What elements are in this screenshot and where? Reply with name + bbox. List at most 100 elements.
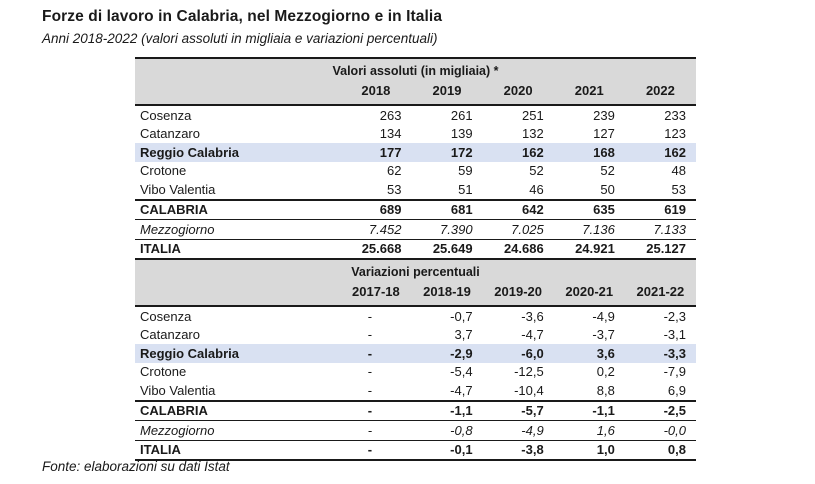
- row-label: Cosenza: [140, 107, 192, 123]
- cell-value: 53: [340, 180, 412, 201]
- cell-value: -5,4: [450, 364, 473, 379]
- column-header: 2017-18: [340, 280, 412, 307]
- cell-value: -2,5: [624, 400, 696, 421]
- cell-value: 263: [379, 107, 402, 123]
- table-row: CALABRIA - -1,1 -5,7 -1,1 -2,5: [135, 400, 696, 421]
- page-title: Forze di lavoro in Calabria, nel Mezzogi…: [42, 8, 443, 25]
- cell-value: -4,9: [482, 420, 554, 441]
- cell-value: 162: [482, 143, 554, 162]
- cell-value: -: [340, 344, 412, 363]
- column-header: 2020-21: [553, 280, 625, 307]
- column-header-row: 2017-18 2018-19 2019-20 2020-21 2021-22: [135, 280, 696, 307]
- cell-value: 7.452: [340, 219, 412, 240]
- cell-value: -0,7: [450, 308, 473, 324]
- cell-value: 52: [600, 163, 615, 178]
- cell-value: 0,2: [596, 364, 615, 379]
- source-note: Fonte: elaborazioni su dati Istat: [42, 459, 230, 474]
- cell-value: 162: [624, 143, 696, 162]
- table-row: Mezzogiorno - -0,8 -4,9 1,6 -0,0: [135, 420, 696, 441]
- cell-value: 25.649: [411, 239, 483, 260]
- table-row: Vibo Valentia - -4,7 -10,4 8,8 6,9: [135, 381, 696, 402]
- cell-value: 25.668: [340, 239, 412, 260]
- cell-value: 62: [386, 163, 402, 178]
- cell-value: -2,9: [411, 344, 483, 363]
- cell-value: 123: [664, 126, 686, 141]
- cell-value: -3,3: [624, 344, 696, 363]
- cell-value: 48: [671, 163, 686, 178]
- table-row: Crotone - -5,4 -12,5 0,2 -7,9: [135, 363, 696, 382]
- table-row: ITALIA 25.668 25.649 24.686 24.921 25.127: [135, 239, 696, 260]
- table-row: Reggio Calabria - -2,9 -6,0 3,6 -3,3: [135, 344, 696, 363]
- column-header: 2019: [411, 79, 483, 106]
- row-label: Crotone: [140, 163, 187, 178]
- cell-value: 233: [664, 107, 686, 123]
- column-header: 2021-22: [624, 280, 696, 307]
- cell-value: 689: [340, 199, 412, 220]
- row-label: ITALIA: [135, 440, 341, 461]
- cell-value: -0,8: [411, 420, 483, 441]
- corner-cell: [135, 79, 341, 106]
- row-label: Vibo Valentia: [135, 180, 341, 201]
- section-header-row: Variazioni percentuali: [135, 259, 696, 280]
- cell-value: 172: [411, 143, 483, 162]
- table-row: ITALIA - -0,1 -3,8 1,0 0,8: [135, 440, 696, 461]
- cell-value: 1,6: [553, 420, 625, 441]
- cell-value: -: [340, 400, 412, 421]
- cell-value: -4,9: [592, 308, 615, 324]
- table-body: Valori assoluti (in migliaia) * 2018 2019 2…: [135, 58, 696, 461]
- section-header-row: Valori assoluti (in migliaia) *: [135, 58, 696, 79]
- column-header: 2021: [553, 79, 625, 106]
- row-label: Reggio Calabria: [135, 344, 341, 363]
- cell-value: -5,7: [482, 400, 554, 421]
- cell-value: 168: [553, 143, 625, 162]
- cell-value: 635: [553, 199, 625, 220]
- cell-value: 3,6: [553, 344, 625, 363]
- cell-value: -: [340, 381, 412, 402]
- cell-value: 134: [379, 126, 402, 141]
- cell-value: 7.390: [411, 219, 483, 240]
- cell-value: 46: [482, 180, 554, 201]
- cell-value: 127: [593, 126, 615, 141]
- row-label: Catanzaro: [140, 327, 200, 342]
- cell-value: -: [340, 420, 412, 441]
- cell-value: -: [367, 364, 373, 379]
- row-label: CALABRIA: [135, 400, 341, 421]
- section-header-label: Variazioni percentuali: [135, 259, 696, 280]
- table-row: Reggio Calabria 177 172 162 168 162: [135, 143, 696, 162]
- row-label: Cosenza: [140, 308, 192, 324]
- row-label: Catanzaro: [140, 126, 200, 141]
- table-row: Cosenza 263 261 251 239 233: [135, 105, 696, 125]
- cell-value: -: [367, 308, 373, 324]
- cell-value: -: [340, 440, 412, 461]
- cell-value: -10,4: [482, 381, 554, 402]
- row-label: Crotone: [140, 364, 187, 379]
- cell-value: -3,8: [482, 440, 554, 461]
- cell-value: 177: [340, 143, 412, 162]
- cell-value: 24.686: [482, 239, 554, 260]
- row-label: CALABRIA: [135, 199, 341, 220]
- row-label: Mezzogiorno: [135, 219, 341, 240]
- row-label: Mezzogiorno: [135, 420, 341, 441]
- cell-value: -1,1: [411, 400, 483, 421]
- cell-value: 0,8: [624, 440, 696, 461]
- table-row: Cosenza - -0,7 -3,6 -4,9 -2,3: [135, 306, 696, 326]
- table-row: Vibo Valentia 53 51 46 50 53: [135, 180, 696, 201]
- row-label: ITALIA: [135, 239, 341, 260]
- cell-value: -0,0: [624, 420, 696, 441]
- column-header: 2022: [624, 79, 696, 106]
- corner-cell: [135, 280, 341, 307]
- table-row: Crotone 62 59 52 52 48: [135, 162, 696, 181]
- table-row: Mezzogiorno 7.452 7.390 7.025 7.136 7.133: [135, 219, 696, 240]
- cell-value: 7.133: [624, 219, 696, 240]
- cell-value: 24.921: [553, 239, 625, 260]
- cell-value: 25.127: [624, 239, 696, 260]
- cell-value: 7.136: [553, 219, 625, 240]
- cell-value: 139: [450, 126, 473, 141]
- section-header-label: Valori assoluti (in migliaia) *: [135, 58, 696, 79]
- cell-value: 6,9: [624, 381, 696, 402]
- labor-force-table: Valori assoluti (in migliaia) * 2018 2019 2…: [135, 57, 696, 461]
- cell-value: 53: [624, 180, 696, 201]
- cell-value: -12,5: [514, 364, 544, 379]
- cell-value: 251: [522, 107, 544, 123]
